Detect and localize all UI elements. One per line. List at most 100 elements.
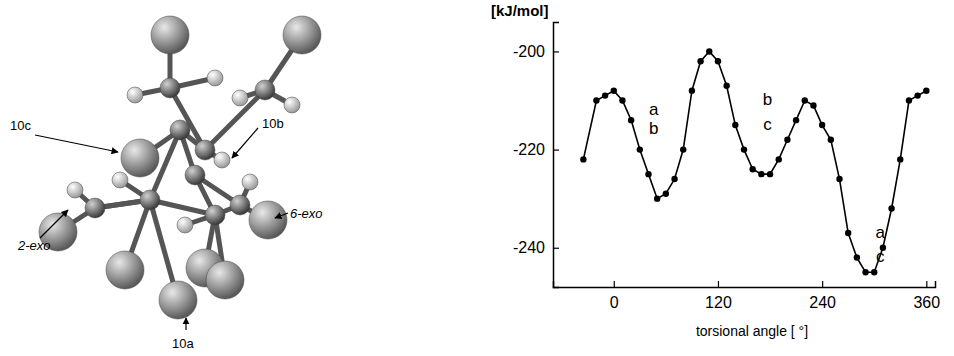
label-arrow: [40, 210, 68, 238]
data-point: [689, 88, 695, 94]
data-point: [784, 137, 790, 143]
data-point: [637, 146, 643, 152]
carbon-atom: [205, 205, 225, 225]
data-point: [793, 117, 799, 123]
tick-mark: [614, 281, 615, 287]
data-point: [697, 58, 703, 64]
chlorine-atom: [151, 16, 189, 54]
atom-label: 10b: [262, 116, 284, 131]
figure: 10c10b2-exo6-exo10a-200-220-240012024036…: [0, 0, 954, 356]
data-point: [888, 205, 894, 211]
data-point: [862, 269, 868, 275]
carbon-atom: [255, 80, 275, 100]
data-point: [845, 230, 851, 236]
chlorine-atom: [206, 261, 244, 299]
tick: -240: [513, 239, 559, 256]
y-axis-label: [kJ/mol]: [491, 2, 549, 19]
atom-label: 10c: [10, 118, 31, 133]
tick-label: 240: [809, 294, 836, 311]
bond: [205, 90, 265, 150]
chlorine-atom: [283, 16, 321, 54]
carbon-atom: [140, 190, 160, 210]
chlorine-atom: [249, 201, 287, 239]
label-arrow: [35, 135, 118, 152]
hydrogen-atom: [177, 217, 193, 233]
data-point: [767, 171, 773, 177]
tick: 0: [610, 281, 619, 311]
hydrogen-atom: [232, 90, 248, 106]
data-point: [663, 191, 669, 197]
annotation: b: [649, 119, 658, 138]
axis-line: [554, 281, 936, 288]
tick-label: 360: [913, 294, 940, 311]
carbon-atom: [160, 78, 180, 98]
data-point: [619, 97, 625, 103]
tick-label: -200: [513, 43, 545, 60]
data-point: [602, 92, 608, 98]
data-point: [741, 146, 747, 152]
data-point: [810, 102, 816, 108]
data-point: [802, 97, 808, 103]
hydrogen-atom: [284, 97, 300, 113]
hydrogen-atom: [242, 174, 258, 190]
tick-mark: [926, 281, 927, 287]
atom-label: 6-exo: [290, 206, 323, 221]
data-point: [871, 269, 877, 275]
annotation: a: [649, 100, 659, 119]
data-point: [819, 122, 825, 128]
carbon-atom: [195, 140, 215, 160]
tick-mark: [553, 149, 559, 150]
tick-label: -220: [513, 141, 545, 158]
hydrogen-atom: [207, 70, 223, 86]
data-point: [645, 171, 651, 177]
hydrogen-atom: [112, 172, 128, 188]
data-point: [749, 166, 755, 172]
data-point: [580, 156, 586, 162]
label-arrow: [275, 213, 288, 218]
tick-mark: [553, 248, 559, 249]
x-axis-label: torsional angle [ °]: [696, 323, 808, 339]
annotation: c: [876, 247, 885, 266]
data-point: [836, 176, 842, 182]
label-arrow: [232, 128, 258, 158]
data-point: [671, 176, 677, 182]
data-point: [723, 83, 729, 89]
carbon-atom: [170, 120, 190, 140]
hydrogen-atom: [127, 87, 143, 103]
chlorine-atom: [106, 251, 144, 289]
atom-label: 2-exo: [17, 238, 51, 253]
data-point: [828, 137, 834, 143]
data-point: [593, 97, 599, 103]
tick-label: -240: [513, 239, 545, 256]
data-point: [923, 88, 929, 94]
tick: -220: [513, 141, 559, 158]
data-point: [854, 254, 860, 260]
data-point: [706, 48, 712, 54]
x-axis: 0 120 240 360: [554, 281, 941, 311]
annotation: c: [763, 115, 772, 134]
chlorine-atom: [121, 139, 159, 177]
data-point: [758, 171, 764, 177]
data-point: [611, 88, 617, 94]
tick-label: 120: [705, 294, 732, 311]
tick: -200: [513, 43, 559, 60]
axis-line: [554, 23, 560, 288]
data-point: [897, 156, 903, 162]
carbon-atom: [230, 195, 250, 215]
tick: 240: [809, 281, 836, 311]
label-arrow: [185, 318, 186, 330]
tick-label: 0: [610, 294, 619, 311]
tick-mark: [718, 281, 719, 287]
annotation: a: [876, 223, 886, 242]
data-point: [628, 117, 634, 123]
tick: 360: [913, 281, 940, 311]
chlorine-atom: [159, 281, 197, 319]
data-point: [914, 92, 920, 98]
data-point: [906, 97, 912, 103]
plot-area: [580, 48, 929, 275]
hydrogen-atom: [67, 182, 83, 198]
data-point: [732, 122, 738, 128]
carbon-atom: [185, 165, 205, 185]
data-point: [680, 146, 686, 152]
data-line: [583, 51, 926, 272]
